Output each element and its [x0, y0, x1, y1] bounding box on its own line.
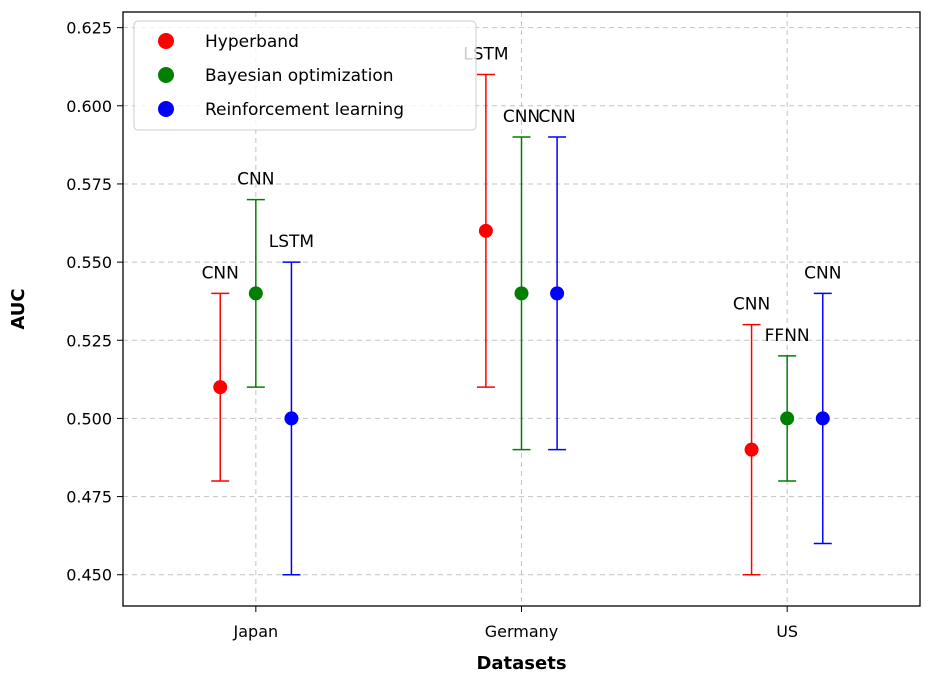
y-tick-label: 0.525 — [66, 331, 112, 350]
x-tick-label: US — [776, 622, 798, 641]
y-tick-label: 0.450 — [66, 566, 112, 585]
x-axis-title: Datasets — [476, 653, 566, 674]
data-point — [744, 442, 759, 457]
legend-label: Hyperband — [205, 32, 299, 52]
data-point — [284, 411, 299, 426]
point-annotation: CNN — [804, 263, 841, 283]
data-point — [478, 223, 493, 238]
x-tick-label: Japan — [233, 622, 279, 641]
legend-marker — [158, 33, 174, 49]
y-tick-label: 0.575 — [66, 175, 112, 194]
data-point-group: CNN — [538, 107, 576, 451]
data-point-group: CNN — [237, 170, 274, 388]
point-annotation: CNN — [733, 295, 770, 315]
y-tick-label: 0.625 — [66, 19, 112, 38]
legend-marker — [158, 101, 174, 117]
point-annotation: FFNN — [765, 326, 810, 346]
plot-frame — [122, 11, 921, 607]
legend-marker — [158, 67, 174, 83]
data-point — [248, 286, 263, 301]
point-annotation: CNN — [538, 107, 575, 127]
point-annotation: LSTM — [269, 232, 314, 252]
y-tick-label: 0.600 — [66, 97, 112, 116]
data-point-group: LSTM — [269, 232, 314, 576]
x-tick-label: Germany — [485, 622, 559, 641]
y-tick-label: 0.550 — [66, 253, 112, 272]
data-point — [213, 380, 228, 395]
data-point-group: CNN — [202, 263, 239, 482]
data-point-group: CNN — [503, 107, 540, 451]
legend-label: Reinforcement learning — [205, 100, 404, 120]
data-point — [550, 286, 565, 301]
point-annotation: CNN — [503, 107, 540, 127]
y-axis-title: AUC — [8, 288, 29, 329]
y-axis: 0.450 0.475 0.500 0.525 0.550 0.575 0.600 0.625 — [66, 19, 123, 585]
data-point — [780, 411, 795, 426]
data-point-group: CNN — [804, 263, 841, 545]
data-point-group: FFNN — [765, 326, 810, 482]
data-point — [815, 411, 830, 426]
data-point-group: CNN — [733, 295, 770, 576]
legend: Hyperband Bayesian optimization Reinforcem… — [133, 20, 477, 131]
legend-label: Bayesian optimization — [205, 66, 394, 86]
legend-box — [133, 20, 477, 131]
point-annotation: CNN — [237, 170, 274, 190]
y-tick-label: 0.500 — [66, 409, 112, 428]
y-tick-label: 0.475 — [66, 488, 112, 507]
x-axis: Japan Germany US — [233, 606, 798, 641]
point-annotation: CNN — [202, 263, 239, 283]
data-point — [514, 286, 529, 301]
